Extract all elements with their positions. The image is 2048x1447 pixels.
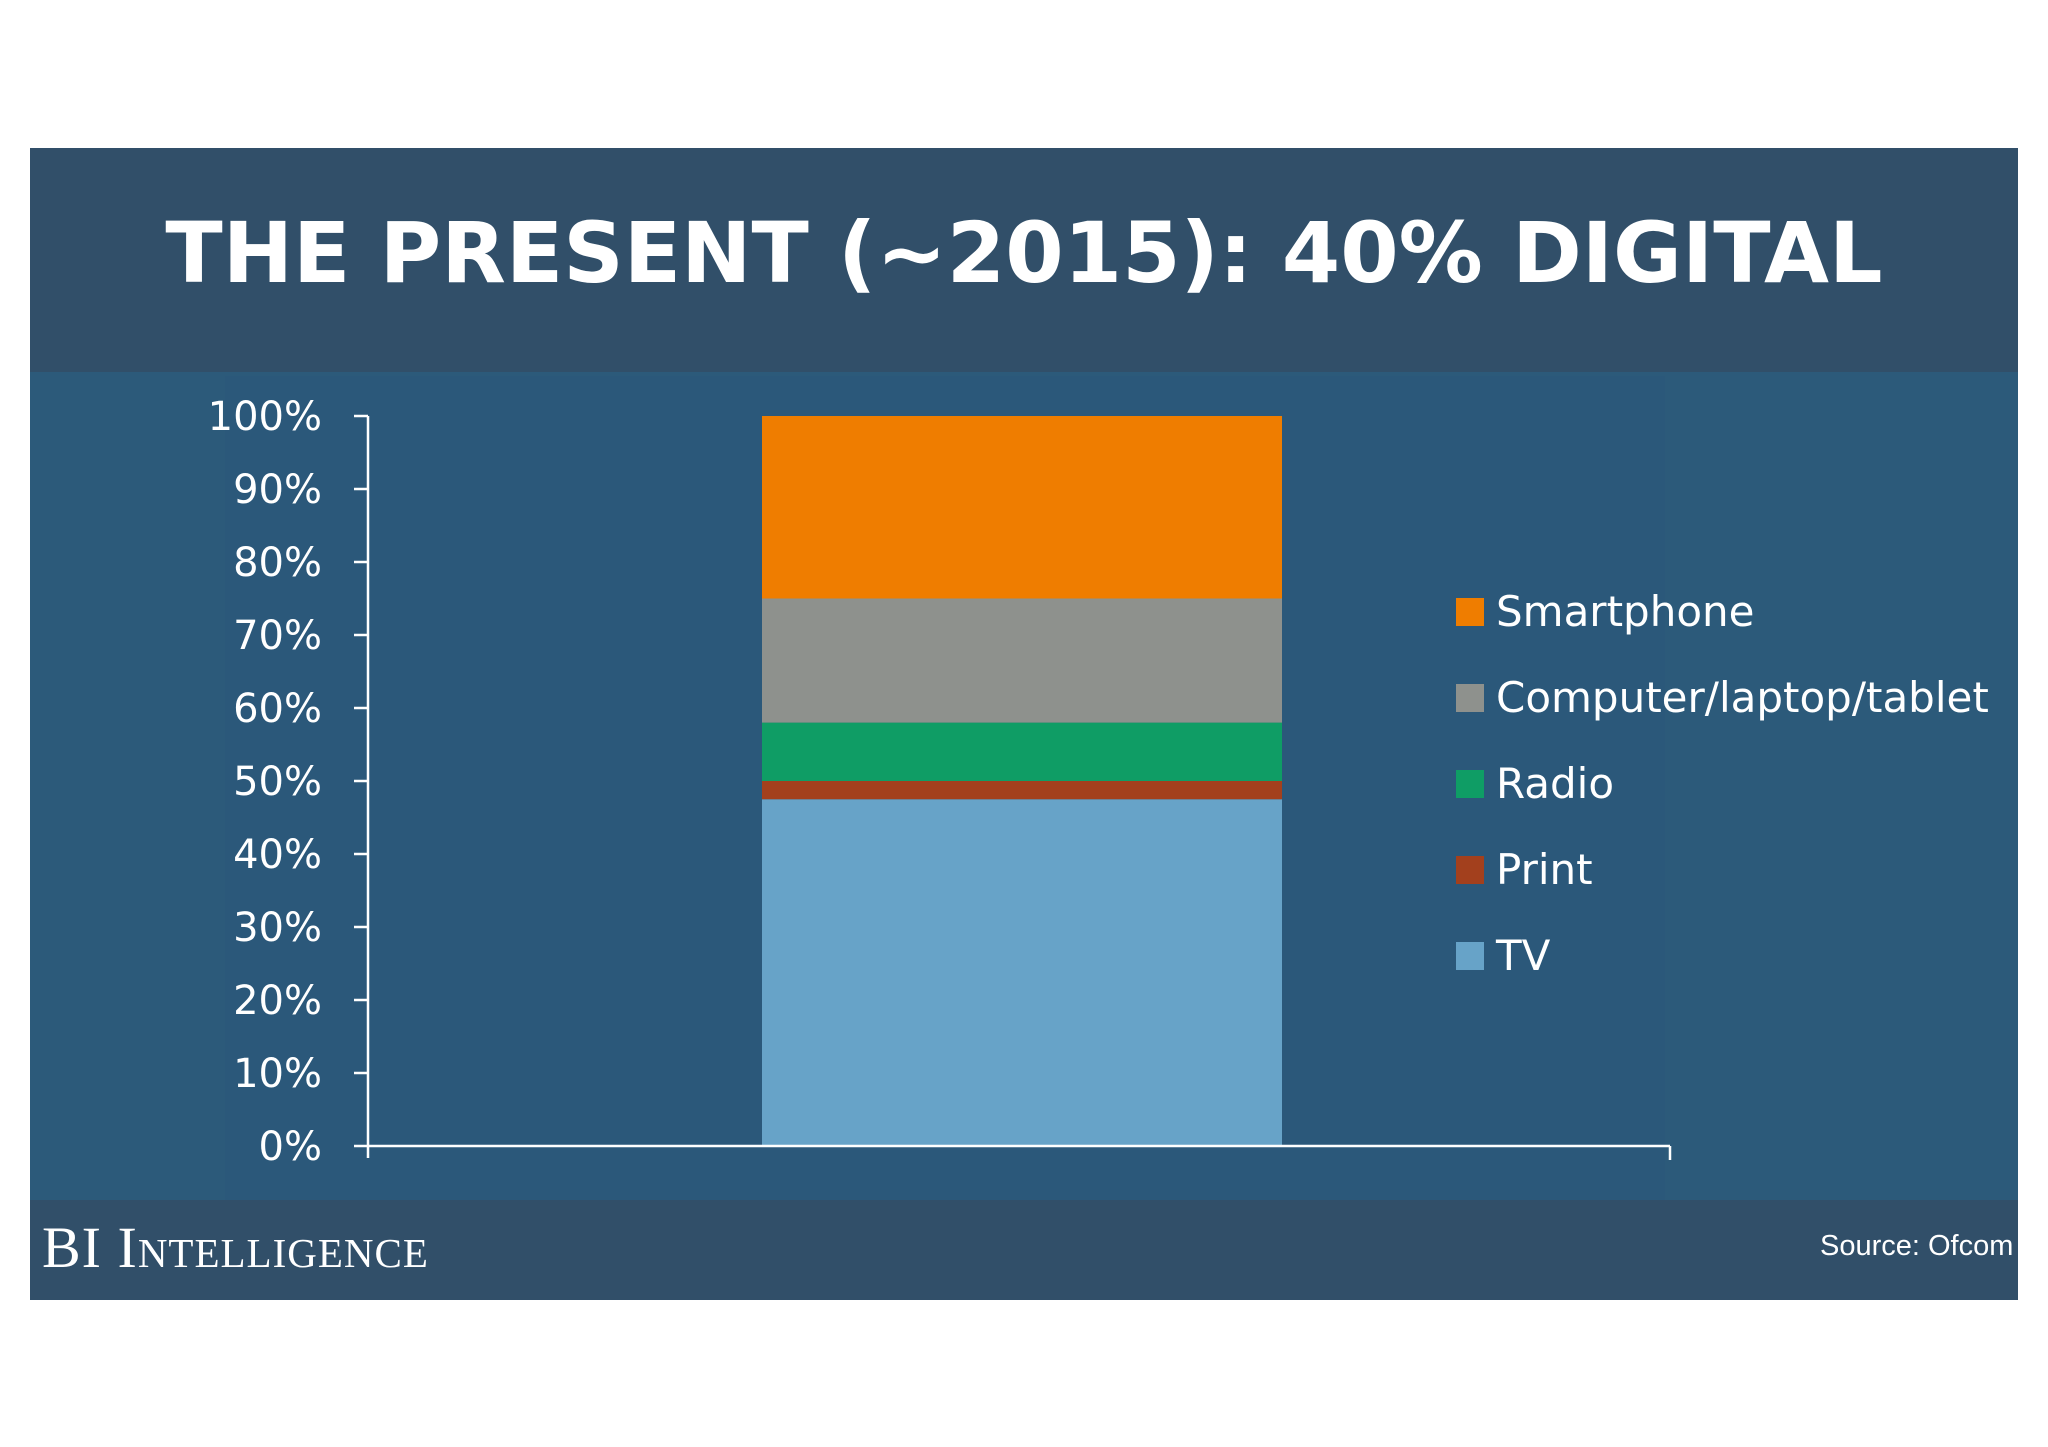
legend-swatch: [1456, 770, 1484, 798]
y-tick-label: 90%: [233, 467, 322, 513]
bar-segment-radio: [762, 722, 1282, 781]
source-note: Source: Ofcom: [1820, 1230, 2014, 1262]
bar-segment-computer-laptop-tablet: [762, 598, 1282, 723]
footer-band: BI Intelligence Source: Ofcom: [30, 1200, 2018, 1300]
legend-label: Radio: [1496, 759, 1614, 808]
legend-label: TV: [1495, 931, 1551, 980]
y-tick-label: 0%: [259, 1124, 322, 1170]
bar-segment-tv: [762, 799, 1282, 1146]
legend-swatch: [1456, 598, 1484, 626]
y-tick-label: 40%: [233, 832, 322, 878]
legend-label: Computer/laptop/tablet: [1496, 673, 1989, 722]
legend-swatch: [1456, 942, 1484, 970]
y-tick-label: 70%: [233, 613, 322, 659]
legend-label: Smartphone: [1496, 587, 1754, 636]
chart-title: THE PRESENT (~2015): 40% DIGITAL: [165, 204, 1883, 302]
y-tick-label: 80%: [233, 540, 322, 586]
y-tick-label: 10%: [233, 1051, 322, 1097]
title-band: [30, 148, 2018, 372]
bar-segment-print: [762, 781, 1282, 800]
y-tick-label: 20%: [233, 978, 322, 1024]
brand-logo: BI Intelligence: [42, 1215, 429, 1280]
y-tick-label: 30%: [233, 905, 322, 951]
y-tick-label: 100%: [208, 394, 322, 440]
legend-swatch: [1456, 856, 1484, 884]
chart-area: 0% 10% 20% 30% 40% 50% 60% 70% 80% 90% 100% Smartp…: [208, 376, 1989, 1200]
legend-swatch: [1456, 684, 1484, 712]
bar-segment-smartphone: [762, 416, 1282, 599]
legend-label: Print: [1496, 845, 1593, 894]
y-tick-label: 60%: [233, 686, 322, 732]
chart-slide: THE PRESENT (~2015): 40% DIGITAL 0% 10% 20…: [30, 148, 2018, 1300]
y-tick-label: 50%: [233, 759, 322, 805]
